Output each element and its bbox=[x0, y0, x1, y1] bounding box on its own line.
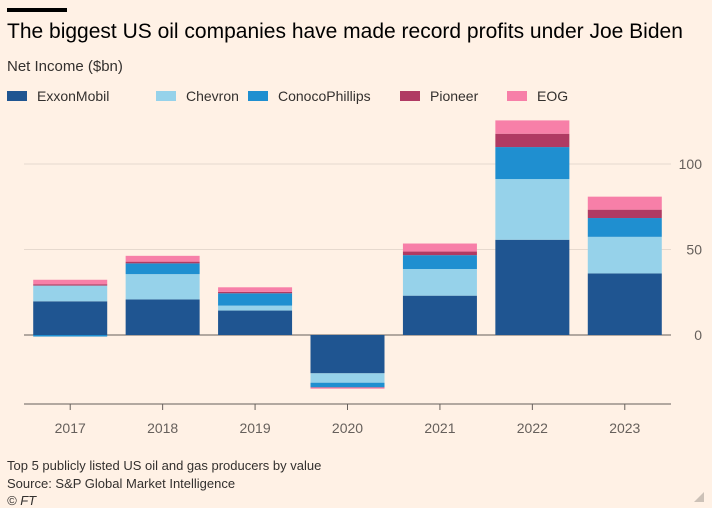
credit-note: © FT bbox=[7, 493, 37, 508]
bar-conocophillips-2021 bbox=[402, 255, 477, 269]
chart-subtitle: Net Income ($bn) bbox=[7, 58, 123, 75]
legend-label: ExxonMobil bbox=[37, 88, 110, 104]
bar-chevron-2019 bbox=[218, 305, 293, 311]
x-tick-label: 2021 bbox=[424, 420, 455, 436]
brand-bar bbox=[7, 8, 67, 12]
bar-pioneer-2022 bbox=[495, 133, 570, 148]
bar-eog-2019 bbox=[218, 287, 293, 292]
legend-swatch bbox=[7, 91, 27, 101]
bar-eog-2018 bbox=[125, 255, 200, 262]
bar-eog-2022 bbox=[495, 120, 570, 134]
bar-exxonmobil-2017 bbox=[33, 301, 108, 335]
y-tick-label: 50 bbox=[686, 242, 702, 258]
legend-label: Pioneer bbox=[430, 88, 479, 104]
bar-chevron-2020 bbox=[310, 373, 385, 383]
bar-exxonmobil-2023 bbox=[587, 273, 662, 335]
bar-pioneer-2019 bbox=[218, 291, 293, 294]
bar-pioneer-2023 bbox=[587, 209, 662, 219]
x-tick-label: 2022 bbox=[517, 420, 548, 436]
bar-chevron-2021 bbox=[402, 268, 477, 296]
bar-pioneer-2018 bbox=[125, 261, 200, 264]
bar-exxonmobil-2018 bbox=[125, 299, 200, 335]
legend-swatch bbox=[156, 91, 176, 101]
bar-pioneer-2020 bbox=[310, 387, 385, 388]
bar-conocophillips-2018 bbox=[125, 263, 200, 275]
legend-swatch bbox=[248, 91, 268, 101]
resize-handle-icon[interactable] bbox=[694, 492, 704, 502]
bar-conocophillips-2017 bbox=[33, 335, 108, 337]
legend-swatch bbox=[507, 91, 527, 101]
bar-eog-2021 bbox=[402, 243, 477, 252]
bar-exxonmobil-2019 bbox=[218, 310, 293, 335]
bar-eog-2020 bbox=[310, 387, 385, 389]
x-tick-label: 2019 bbox=[239, 420, 270, 436]
x-tick-label: 2020 bbox=[332, 420, 363, 436]
legend-item: ConocoPhillips bbox=[248, 88, 371, 104]
legend-label: EOG bbox=[537, 88, 569, 104]
y-tick-label: 100 bbox=[679, 156, 703, 172]
legend-item: ExxonMobil bbox=[7, 88, 109, 104]
y-tick-label: 0 bbox=[694, 327, 702, 343]
chart-title: The biggest US oil companies have made r… bbox=[7, 20, 683, 43]
legend-item: Chevron bbox=[156, 88, 239, 104]
bar-pioneer-2017 bbox=[33, 284, 108, 286]
bar-conocophillips-2023 bbox=[587, 218, 662, 237]
bar-eog-2017 bbox=[33, 279, 108, 285]
bar-exxonmobil-2021 bbox=[402, 295, 477, 335]
x-tick-label: 2018 bbox=[147, 420, 178, 436]
bar-eog-2023 bbox=[587, 196, 662, 210]
bar-conocophillips-2020 bbox=[310, 382, 385, 388]
x-tick-label: 2023 bbox=[609, 420, 640, 436]
bar-chevron-2017 bbox=[33, 285, 108, 302]
x-tick-label: 2017 bbox=[55, 420, 86, 436]
source-note: Source: S&P Global Market Intelligence bbox=[7, 476, 236, 491]
legend-swatch bbox=[400, 91, 420, 101]
legend-item: Pioneer bbox=[400, 88, 478, 104]
bar-pioneer-2021 bbox=[402, 251, 477, 256]
legend-label: ConocoPhillips bbox=[278, 88, 371, 104]
footnote: Top 5 publicly listed US oil and gas pro… bbox=[7, 458, 322, 473]
bar-conocophillips-2019 bbox=[218, 293, 293, 306]
bar-chevron-2023 bbox=[587, 236, 662, 274]
bar-conocophillips-2022 bbox=[495, 147, 570, 180]
legend-item: EOG bbox=[507, 88, 568, 104]
bar-chevron-2022 bbox=[495, 179, 570, 240]
bar-chevron-2018 bbox=[125, 274, 200, 300]
bar-exxonmobil-2020 bbox=[310, 335, 385, 374]
bar-exxonmobil-2022 bbox=[495, 239, 570, 335]
legend-label: Chevron bbox=[186, 88, 239, 104]
